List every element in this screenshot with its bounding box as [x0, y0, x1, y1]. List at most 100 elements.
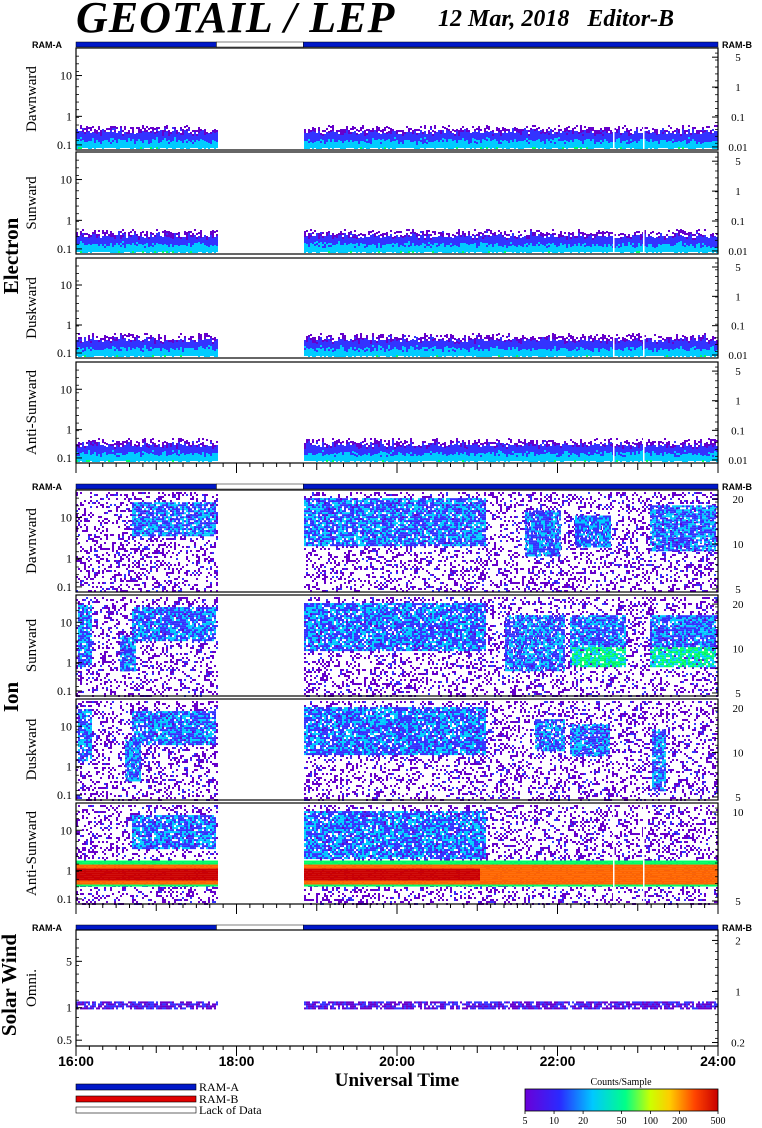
right-tick-label: 0.01 — [728, 455, 747, 467]
right-tick-label: 0.01 — [728, 350, 747, 362]
legend-ram-b-swatch — [76, 1096, 196, 1102]
colorbar-tick-label: 200 — [672, 1116, 687, 1127]
right-tick-label: 1 — [735, 396, 741, 408]
right-tick-label: 1 — [735, 82, 741, 94]
right-tick-label: 5 — [735, 792, 741, 804]
colorbar-tick-label: 100 — [643, 1116, 658, 1127]
right-tick-label: 10 — [733, 644, 745, 656]
y-tick-label: 0.1 — [57, 788, 72, 802]
y-tick-label: 0.5 — [57, 1033, 72, 1047]
panel-group: 1010.1510.10.01Dawnward1010.1510.10.01Su… — [0, 48, 748, 473]
right-tick-label: 20 — [733, 703, 745, 715]
y-tick-label: 5 — [66, 954, 72, 968]
y-tick-label: 10 — [60, 615, 72, 629]
right-tick-label: 0.1 — [731, 425, 745, 437]
panel-label: Sunward — [24, 176, 40, 230]
y-tick-label: 1 — [66, 760, 72, 774]
colorbar-tick-label: 5 — [523, 1116, 528, 1127]
legend-ram-a-swatch — [76, 1084, 196, 1090]
x-tick-label: 16:00 — [58, 1053, 94, 1069]
x-tick-label: 22:00 — [540, 1053, 576, 1069]
panel-label: Anti-Sunward — [24, 811, 40, 896]
ram-segment — [216, 925, 303, 930]
panel-group: 1010.120105Dawnward1010.120105Sunward101… — [0, 490, 744, 914]
right-tick-label: 1 — [735, 291, 741, 303]
y-tick-label: 0.1 — [57, 346, 72, 360]
panel: 5 1 0.5 2 1 0.2 Omni. — [24, 930, 745, 1050]
y-tick-label: 1 — [66, 109, 72, 123]
right-tick-label: 5 — [735, 366, 741, 378]
y-tick-label: 1 — [66, 1001, 72, 1015]
legend-lack-label: Lack of Data — [199, 1103, 262, 1117]
colorbar-title: Counts/Sample — [590, 1077, 652, 1088]
panel-label: Sunward — [24, 618, 40, 672]
panel-label: Duskward — [24, 718, 40, 780]
y-tick-label: 0.1 — [57, 892, 72, 906]
ram-right-label: RAM-B — [722, 923, 752, 933]
ram-segment — [76, 42, 216, 47]
ram-segment — [303, 925, 718, 930]
y-tick-label: 10 — [60, 278, 72, 292]
y-tick-label: 10 — [60, 511, 72, 525]
right-tick-label: 5 — [735, 896, 741, 908]
colorbar-tick-label: 20 — [578, 1116, 588, 1127]
right-tick-label: 5 — [735, 584, 741, 596]
right-tick-label: 5 — [735, 262, 741, 274]
right-tick-label: 0.1 — [731, 321, 745, 333]
right-tick-label: 20 — [733, 599, 745, 611]
right-tick-label: 1 — [735, 186, 741, 198]
ram-segment — [303, 484, 718, 489]
panel: 10 1 0.1 10 5 Anti-Sunward — [24, 803, 744, 908]
right-tick-label: 5 — [735, 52, 741, 64]
ram-left-label: RAM-A — [32, 482, 62, 492]
right-tick-label: 2 — [735, 935, 741, 947]
y-tick-label: 10 — [60, 823, 72, 837]
ram-segment — [76, 484, 216, 489]
ram-left-label: RAM-A — [32, 923, 62, 933]
panel: 10 1 0.1 5 1 0.1 0.01 Duskward — [24, 258, 748, 362]
right-tick-label: 0.1 — [731, 112, 745, 124]
y-tick-label: 1 — [66, 213, 72, 227]
y-tick-label: 0.1 — [57, 138, 72, 152]
x-axis-title: Universal Time — [335, 1070, 459, 1091]
y-tick-label: 1 — [66, 864, 72, 878]
right-tick-label: 1 — [735, 986, 741, 998]
colorbar-tick-label: 500 — [711, 1116, 726, 1127]
y-tick-label: 10 — [60, 173, 72, 187]
ram-segment — [76, 925, 216, 930]
ram-right-label: RAM-B — [722, 482, 752, 492]
right-tick-label: 10 — [733, 539, 745, 551]
group-label: Electron — [0, 217, 23, 294]
right-tick-label: 20 — [733, 494, 745, 506]
group-label: Ion — [0, 682, 23, 713]
right-tick-label: 0.2 — [731, 1038, 745, 1050]
right-tick-label: 5 — [735, 688, 741, 700]
y-tick-label: 0.1 — [57, 684, 72, 698]
right-tick-label: 0.1 — [731, 216, 745, 228]
x-tick-label: 18:00 — [219, 1053, 255, 1069]
y-tick-label: 1 — [66, 423, 72, 437]
y-tick-label: 1 — [66, 318, 72, 332]
ram-right-label: RAM-B — [722, 40, 752, 50]
x-tick-label: 24:00 — [700, 1053, 736, 1069]
right-tick-label: 10 — [733, 748, 745, 760]
legend-lack-swatch — [76, 1107, 196, 1113]
colorbar-gradient — [525, 1089, 718, 1111]
panel-label: Duskward — [24, 277, 40, 339]
panel-label: Omni. — [24, 969, 40, 1007]
x-tick-label: 20:00 — [379, 1053, 415, 1069]
y-tick-label: 10 — [60, 719, 72, 733]
panel-label: Anti-Sunward — [24, 370, 40, 455]
ram-segment — [216, 42, 303, 47]
right-tick-label: 10 — [733, 807, 745, 819]
right-tick-label: 0.01 — [728, 142, 747, 154]
colorbar-tick-label: 50 — [617, 1116, 627, 1127]
right-tick-label: 5 — [735, 156, 741, 168]
y-tick-label: 1 — [66, 656, 72, 670]
